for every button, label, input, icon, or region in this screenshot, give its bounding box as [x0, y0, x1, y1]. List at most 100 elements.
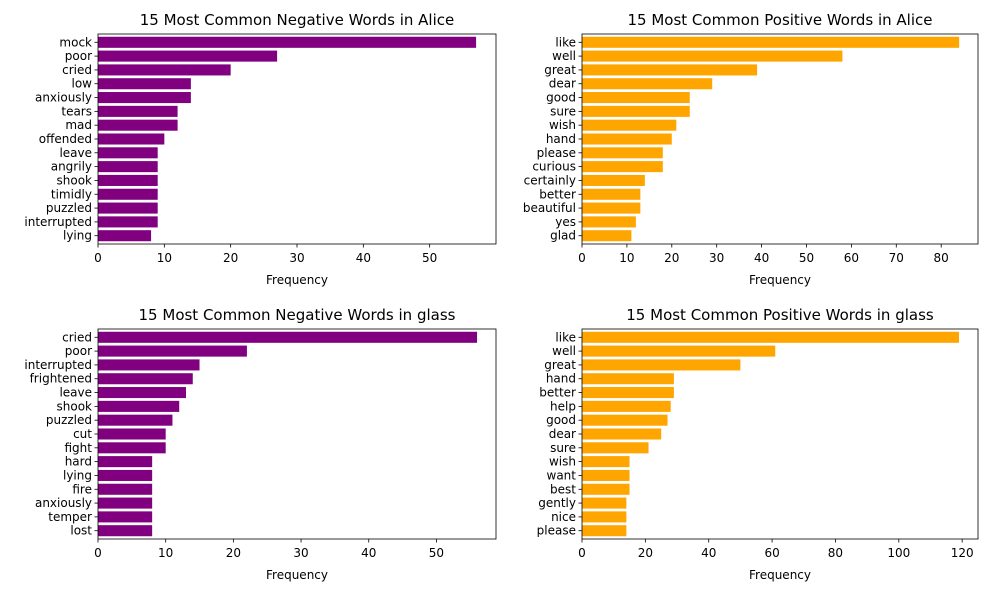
bar-nice [582, 511, 627, 523]
y-tick-label: mock [59, 35, 92, 49]
bar-please [582, 147, 663, 159]
y-tick-label: cried [62, 330, 92, 344]
bar-mock [98, 36, 477, 48]
y-tick-label: mad [65, 118, 92, 132]
chart-negative-glass: criedpoorinterruptedfrightenedleaveshook… [24, 306, 497, 582]
bar-shook [98, 400, 180, 412]
y-tick-label: tears [61, 104, 92, 118]
x-tick-label: 60 [844, 251, 859, 265]
y-tick-label: great [544, 63, 576, 77]
bar-interrupted [98, 359, 200, 371]
y-tick-label: shook [57, 399, 93, 413]
y-tick-label: puzzled [46, 201, 92, 215]
chart-title: 15 Most Common Positive Words in glass [626, 306, 934, 324]
y-tick-label: want [547, 468, 577, 482]
bar-lying [98, 230, 152, 242]
y-tick-label: hard [65, 455, 92, 469]
bar-anxiously [98, 497, 153, 509]
bar-better [582, 387, 674, 399]
y-tick-label: cried [62, 63, 92, 77]
x-tick-label: 80 [828, 546, 843, 560]
y-tick-label: cut [73, 427, 92, 441]
bar-good [582, 92, 690, 104]
bar-puzzled [98, 202, 158, 214]
y-tick-label: certainly [524, 173, 576, 187]
x-tick-label: 50 [422, 251, 437, 265]
x-tick-label: 0 [94, 546, 102, 560]
y-tick-label: poor [65, 49, 92, 63]
x-tick-label: 40 [754, 251, 769, 265]
y-tick-label: better [539, 386, 576, 400]
y-tick-label: low [72, 77, 93, 91]
bar-well [582, 345, 776, 357]
y-tick-label: good [546, 91, 576, 105]
x-axis-label: Frequency [749, 568, 811, 582]
bar-tears [98, 105, 178, 117]
x-axis-label: Frequency [266, 273, 328, 287]
y-tick-label: yes [555, 215, 576, 229]
bar-temper [98, 511, 153, 523]
bar-please [582, 525, 627, 537]
bar-anxiously [98, 92, 191, 104]
y-tick-label: sure [550, 441, 576, 455]
chart-positive-alice: likewellgreatdeargoodsurewishhandpleasec… [523, 11, 979, 287]
y-tick-label: wish [549, 455, 576, 469]
bar-frightened [98, 373, 193, 385]
bar-poor [98, 345, 247, 357]
bar-low [98, 78, 191, 90]
y-tick-label: curious [532, 160, 576, 174]
bar-leave [98, 387, 186, 399]
bar-offended [98, 133, 165, 145]
y-tick-label: hand [546, 132, 576, 146]
y-tick-label: leave [59, 146, 92, 160]
bar-hard [98, 456, 153, 468]
y-tick-label: poor [65, 344, 92, 358]
y-tick-label: sure [550, 104, 576, 118]
x-tick-label: 40 [701, 546, 716, 560]
bar-well [582, 50, 843, 62]
x-tick-label: 80 [934, 251, 949, 265]
y-tick-label: beautiful [523, 201, 576, 215]
y-tick-label: lying [63, 468, 92, 482]
x-tick-label: 120 [951, 546, 974, 560]
y-tick-label: offended [39, 132, 92, 146]
y-tick-label: anxiously [35, 91, 92, 105]
x-tick-label: 10 [157, 251, 172, 265]
bar-great [582, 64, 758, 76]
y-tick-label: dear [549, 427, 576, 441]
y-tick-label: frightened [30, 372, 92, 386]
bar-gently [582, 497, 627, 509]
bar-glad [582, 230, 632, 242]
chart-title: 15 Most Common Negative Words in Alice [140, 11, 455, 29]
y-tick-label: shook [57, 173, 93, 187]
y-tick-label: lying [63, 229, 92, 243]
bar-wish [582, 456, 630, 468]
x-tick-label: 30 [709, 251, 724, 265]
x-tick-label: 0 [94, 251, 102, 265]
x-tick-label: 100 [887, 546, 910, 560]
y-tick-label: fire [72, 482, 92, 496]
x-tick-label: 10 [158, 546, 173, 560]
bar-poor [98, 50, 278, 62]
y-tick-label: temper [48, 510, 92, 524]
chart-title: 15 Most Common Positive Words in Alice [627, 11, 932, 29]
x-tick-label: 50 [799, 251, 814, 265]
y-tick-label: gently [538, 496, 576, 510]
y-tick-label: help [550, 399, 576, 413]
y-tick-label: wish [549, 118, 576, 132]
bar-good [582, 414, 668, 426]
bar-beautiful [582, 202, 641, 214]
y-tick-label: like [555, 35, 576, 49]
bar-fire [98, 483, 153, 495]
y-tick-label: interrupted [24, 358, 92, 372]
bar-yes [582, 216, 636, 228]
y-tick-label: anxiously [35, 496, 92, 510]
y-tick-label: like [555, 330, 576, 344]
y-tick-label: great [544, 358, 576, 372]
bar-cried [98, 331, 478, 343]
y-tick-label: please [537, 146, 576, 160]
bar-wish [582, 119, 677, 131]
bar-leave [98, 147, 158, 159]
bar-dear [582, 78, 713, 90]
x-axis-label: Frequency [266, 568, 328, 582]
